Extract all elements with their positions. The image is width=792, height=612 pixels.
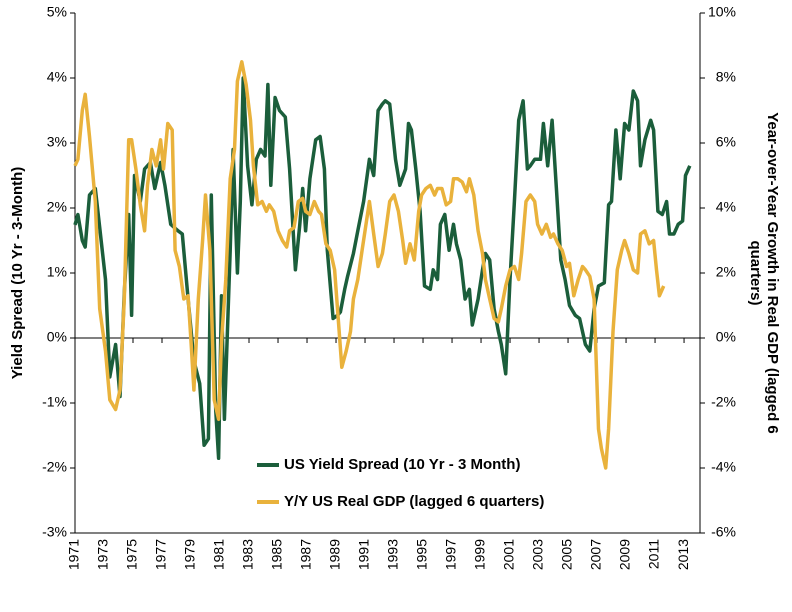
x-tick-label: 1973 [95, 539, 111, 570]
x-tick-label: 1989 [327, 539, 343, 570]
x-tick-label: 1995 [414, 539, 430, 570]
y2-tick-label: 2% [716, 264, 736, 280]
x-tick-label: 2001 [501, 539, 517, 570]
x-tick-label: 2013 [675, 539, 691, 570]
legend-label: US Yield Spread (10 Yr - 3 Month) [284, 456, 520, 473]
y2-axis-title: Year-over-Year Growth in Real GDP (lagge… [764, 112, 781, 434]
y-tick-label: 5% [47, 4, 67, 20]
y-axis-title: Yield Spread (10 Yr - 3-Month) [9, 167, 26, 380]
x-tick-label: 1975 [124, 539, 140, 570]
x-tick-label: 2009 [617, 539, 633, 570]
y-tick-label: 1% [47, 264, 67, 280]
legend-label: Y/Y US Real GDP (lagged 6 quarters) [284, 493, 544, 510]
x-tick-label: 1977 [153, 539, 169, 570]
y-tick-label: 3% [47, 134, 67, 150]
y-tick-label: -2% [42, 459, 67, 475]
y-tick-label: -1% [42, 394, 67, 410]
x-tick-label: 1983 [240, 539, 256, 570]
x-tick-label: 2011 [646, 539, 662, 569]
y2-tick-label: -2% [711, 394, 736, 410]
series-line [73, 76, 692, 461]
y-tick-label: 4% [47, 69, 67, 85]
y2-axis-title: quarters) [747, 240, 764, 305]
y-tick-label: 2% [47, 199, 67, 215]
x-tick-label: 1997 [443, 539, 459, 570]
x-tick-label: 1981 [211, 539, 227, 570]
x-tick-label: 1987 [298, 539, 314, 570]
x-tick-label: 1999 [472, 539, 488, 570]
x-tick-label: 1985 [269, 539, 285, 570]
y-tick-label: -3% [42, 524, 67, 540]
x-tick-label: 2003 [530, 539, 546, 570]
x-tick-label: 1979 [182, 539, 198, 570]
x-tick-label: 2007 [588, 539, 604, 570]
y2-tick-label: 0% [716, 329, 736, 345]
x-tick-label: 2005 [559, 539, 575, 570]
y2-tick-label: 10% [708, 4, 736, 20]
x-tick-label: 1993 [385, 539, 401, 570]
series-line [73, 60, 666, 470]
y2-tick-label: 8% [716, 69, 736, 85]
y2-tick-label: -6% [711, 524, 736, 540]
y-tick-label: 0% [47, 329, 67, 345]
x-tick-label: 1971 [66, 539, 82, 570]
x-tick-label: 1991 [356, 539, 372, 570]
y2-tick-label: 4% [716, 199, 736, 215]
y2-tick-label: -4% [711, 459, 736, 475]
y2-tick-label: 6% [716, 134, 736, 150]
